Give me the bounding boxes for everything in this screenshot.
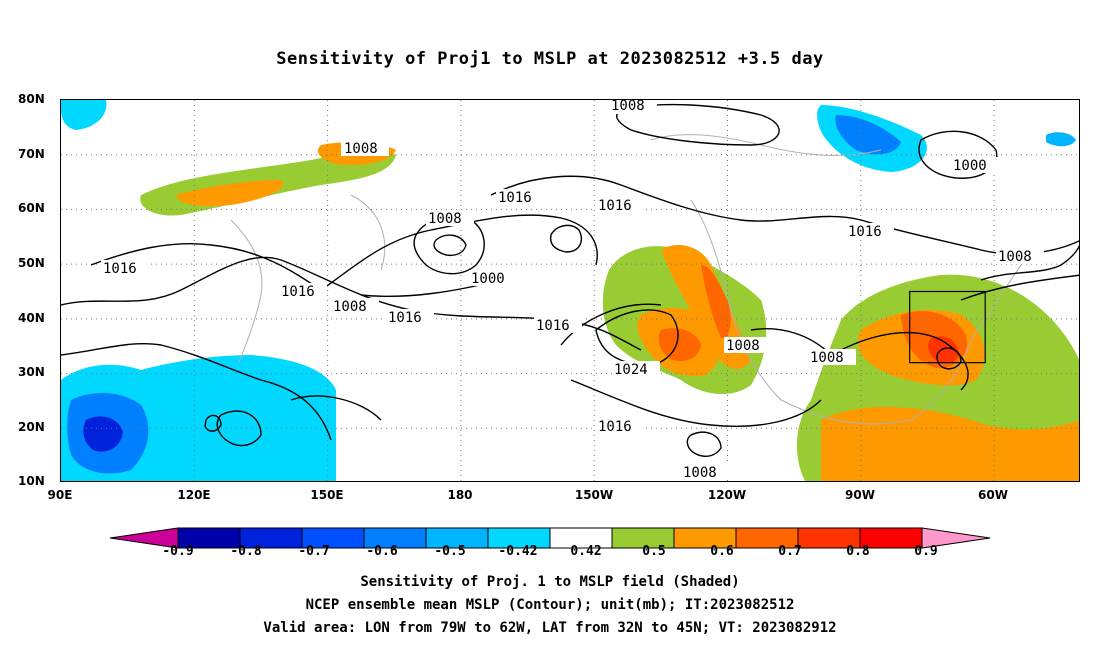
colorbar-tick-label: -0.6 [366, 544, 398, 559]
caption-line-2: NCEP ensemble mean MSLP (Contour); unit(… [305, 597, 795, 613]
shade-negative-westpacific-dark [83, 416, 123, 452]
colorbar-tick-label: 0.6 [710, 544, 734, 559]
contour-label: 1008 [726, 338, 760, 354]
shade-negative-arctic-mid [835, 115, 901, 155]
lon-label: 180 [447, 488, 473, 502]
contour-label: 1008 [428, 211, 462, 227]
contour-label-group: 1008 1008 1016 1016 1016 1008 1000 1016 … [101, 100, 1044, 481]
colorbar-tick-label: 0.7 [778, 544, 802, 559]
shade-positive-atlantic-south [821, 406, 1079, 481]
colorbar-tick-label: -0.5 [434, 544, 466, 559]
lon-label: 60W [978, 488, 1008, 502]
colorbar-tick-label: 0.5 [642, 544, 666, 559]
lat-label: 30N [18, 365, 45, 379]
shade-positive-pacific-dark [658, 328, 701, 362]
contour-label: 1008 [611, 100, 645, 114]
lat-label: 20N [18, 420, 45, 434]
contour-label: 1000 [471, 271, 505, 287]
contour-label: 1016 [536, 318, 570, 334]
contour-label: 1008 [810, 350, 844, 366]
plot-title: Sensitivity of Proj1 to MSLP at 20230825… [276, 49, 824, 69]
contour-label: 1008 [333, 299, 367, 315]
lon-label: 150W [574, 488, 614, 502]
lat-label: 70N [18, 147, 45, 161]
colorbar-tick-label: -0.42 [498, 544, 538, 559]
lat-label: 60N [18, 201, 45, 215]
contour-label: 1016 [598, 419, 632, 435]
caption-line-1: Sensitivity of Proj. 1 to MSLP field (Sh… [360, 574, 740, 590]
lon-label: 120E [177, 488, 211, 502]
contour-label: 1016 [848, 224, 882, 240]
lat-label: 50N [18, 256, 45, 270]
colorbar [109, 527, 991, 549]
shade-negative-greenland [1046, 132, 1076, 147]
contour-label: 1008 [683, 465, 717, 481]
shade-positive-atlantic-core [928, 336, 959, 364]
lon-label: 90W [845, 488, 875, 502]
contour-label: 1008 [998, 249, 1032, 265]
map-canvas: 1008 1008 1016 1016 1016 1008 1000 1016 … [61, 100, 1079, 481]
colorbar-max-arrow [921, 527, 991, 549]
lat-label: 40N [18, 311, 45, 325]
contour-label: 1016 [498, 190, 532, 206]
lat-label: 80N [18, 92, 45, 106]
colorbar-tick-label: -0.7 [298, 544, 330, 559]
contour-label: 1016 [388, 310, 422, 326]
shade-positive-siberia-orange [176, 180, 283, 207]
contour-label: 1024 [614, 362, 648, 378]
caption-line-3: Valid area: LON from 79W to 62W, LAT fro… [263, 620, 837, 636]
lon-label: 150E [310, 488, 344, 502]
colorbar-tick-label: 0.42 [570, 544, 602, 559]
lon-label: 120W [707, 488, 747, 502]
colorbar-tick-label: -0.8 [230, 544, 262, 559]
valid-area-box [909, 290, 986, 364]
contour-label: 1016 [103, 261, 137, 277]
colorbar-tick-label: 0.8 [846, 544, 870, 559]
shade-negative-nw-corner [61, 100, 107, 130]
lon-label: 90E [47, 488, 73, 502]
contour-label: 1016 [598, 198, 632, 214]
colorbar-tick-label: -0.9 [162, 544, 194, 559]
colorbar-tick-label: 0.9 [914, 544, 938, 559]
contour-label: 1008 [344, 141, 378, 157]
contour-label: 1016 [281, 284, 315, 300]
shade-positive-westcoast-dark [701, 265, 731, 339]
map-panel: 1008 1008 1016 1016 1016 1008 1000 1016 … [60, 99, 1080, 482]
lat-label: 10N [18, 474, 45, 488]
contour-label: 1000 [953, 158, 987, 174]
